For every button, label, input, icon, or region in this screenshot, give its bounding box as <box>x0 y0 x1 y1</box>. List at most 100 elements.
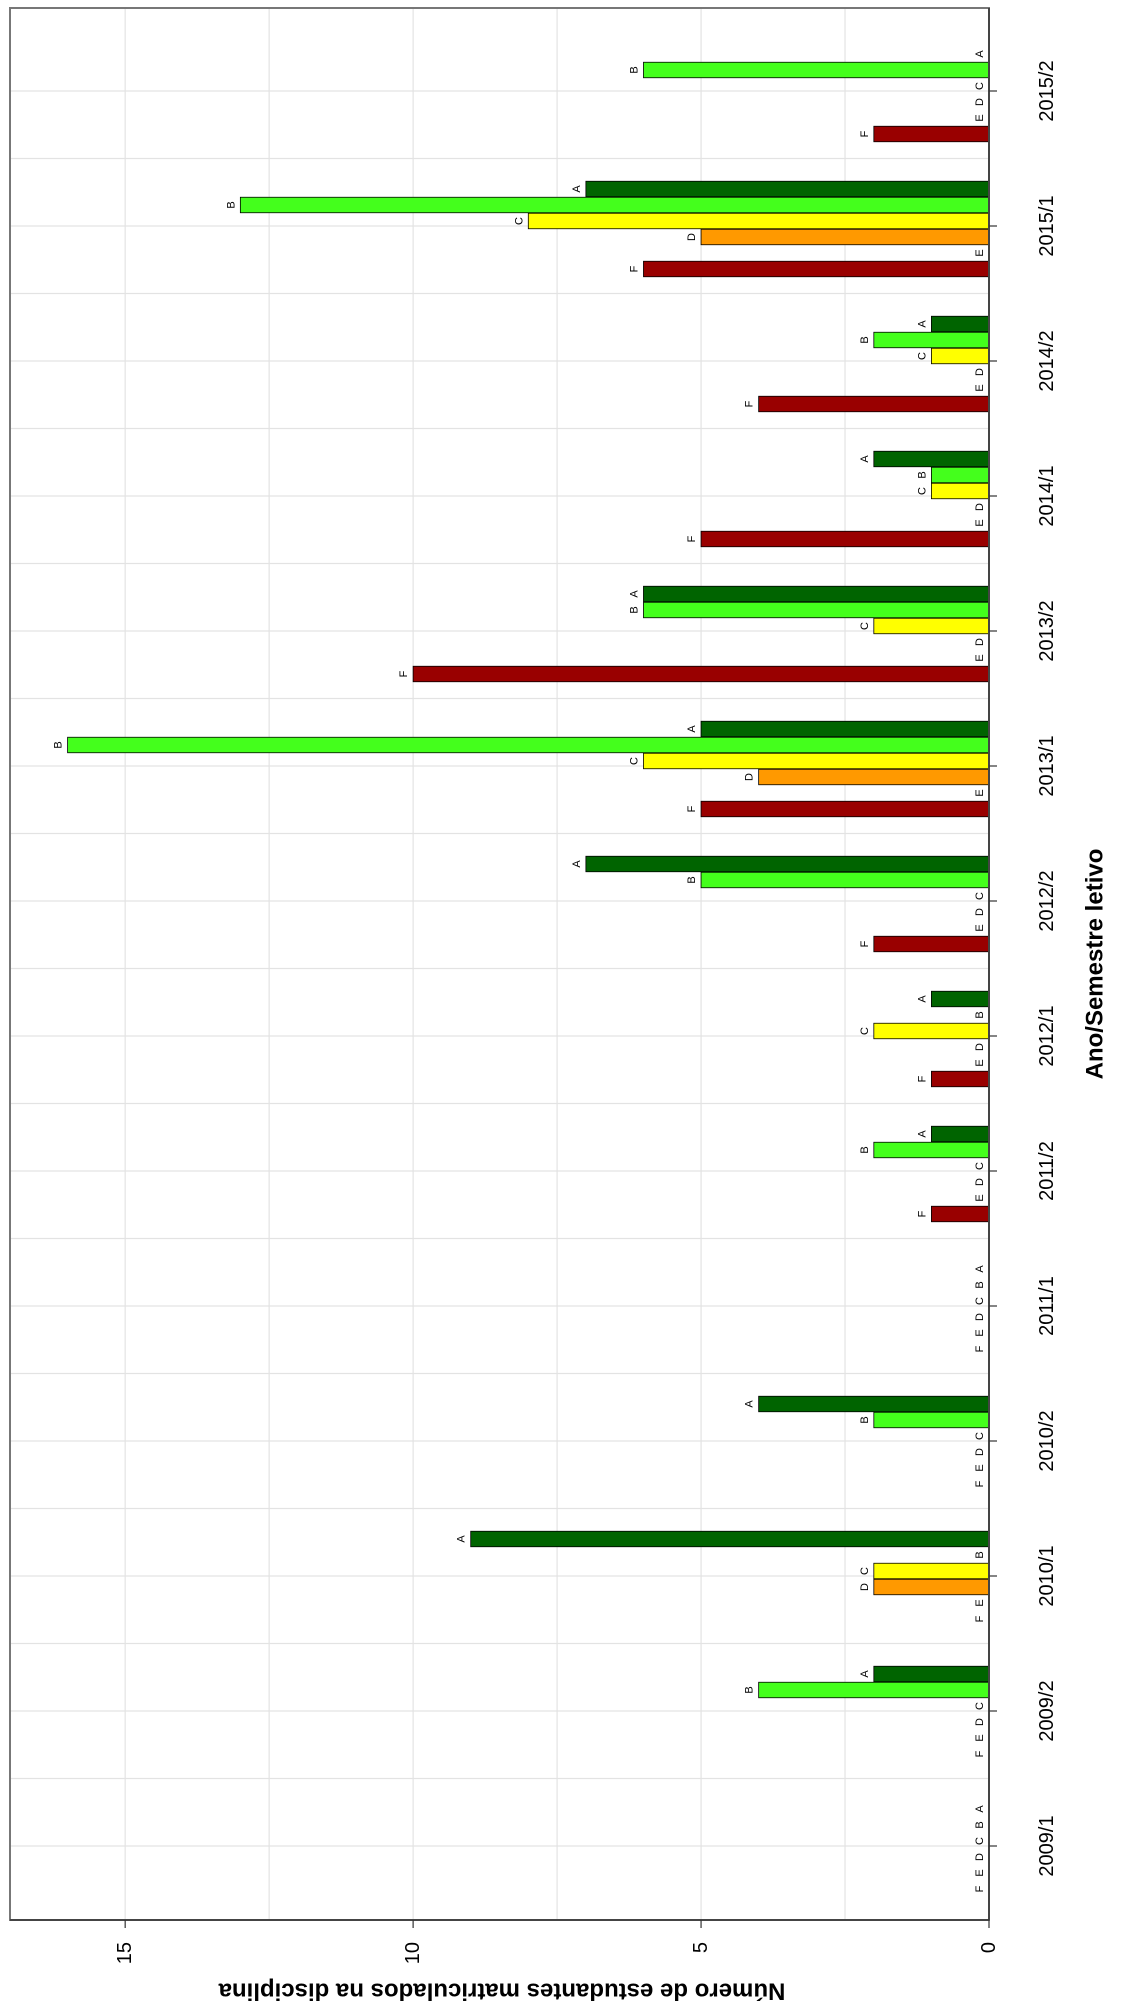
bar-label: F <box>628 265 640 272</box>
value-tick-label: 15 <box>114 1942 136 1964</box>
bar-label: B <box>859 1416 871 1423</box>
bar <box>643 585 990 603</box>
bar-label: A <box>916 1130 928 1138</box>
bar-label: E <box>974 924 986 931</box>
bar-label: F <box>974 1615 986 1622</box>
bar-label: E <box>974 789 986 796</box>
grid <box>10 8 990 1920</box>
bar-label: F <box>398 670 410 677</box>
bar-label: E <box>974 114 986 121</box>
bar-label: B <box>974 1821 986 1828</box>
bar-label: B <box>628 606 640 613</box>
bar-label: C <box>974 82 986 90</box>
bar-label: B <box>916 471 928 478</box>
category-tick-label: 2013/2 <box>1036 600 1058 661</box>
bar-label: C <box>974 892 986 900</box>
category-tick-label: 2011/2 <box>1036 1141 1058 1201</box>
bar-label: D <box>859 1583 871 1591</box>
bar-label: E <box>974 1464 986 1471</box>
bar-label: E <box>974 1059 986 1066</box>
bar-label: D <box>686 233 698 241</box>
bar-label: C <box>513 217 525 225</box>
bar-label: F <box>916 1210 928 1217</box>
bar-label: A <box>859 1670 871 1678</box>
bar-label: A <box>859 455 871 463</box>
bar <box>873 617 990 635</box>
bar-label: F <box>859 130 871 137</box>
category-tick-label: 2012/1 <box>1036 1005 1058 1066</box>
bar-label: F <box>974 1480 986 1487</box>
bar-label: F <box>686 535 698 542</box>
bar <box>700 800 990 818</box>
bar-label: C <box>974 1297 986 1305</box>
bar-label: D <box>974 503 986 511</box>
bar-label: C <box>916 487 928 495</box>
bar-label: B <box>859 1146 871 1153</box>
bar-label: F <box>916 1075 928 1082</box>
bar-label: E <box>974 1869 986 1876</box>
bar-label: C <box>859 1567 871 1575</box>
bar <box>700 720 990 738</box>
bar <box>873 1141 990 1159</box>
bar-label: C <box>974 1837 986 1845</box>
bar-label: E <box>974 1329 986 1336</box>
bar-label: A <box>686 725 698 733</box>
bar-label: E <box>974 249 986 256</box>
category-tick-label: 2013/1 <box>1036 735 1058 796</box>
bar-label: C <box>859 1027 871 1035</box>
bar-label: F <box>859 940 871 947</box>
bar <box>643 601 990 619</box>
bar-label: A <box>456 1535 468 1543</box>
bar-label: A <box>974 1265 986 1273</box>
bar-label: C <box>974 1702 986 1710</box>
bar <box>643 752 990 770</box>
bar-label: B <box>974 1011 986 1018</box>
bar <box>758 395 990 413</box>
bar <box>585 855 990 873</box>
value-tick-label: 0 <box>978 1942 1000 1953</box>
bar <box>758 1395 990 1413</box>
category-tick-label: 2015/2 <box>1036 60 1058 121</box>
bar <box>931 1125 990 1143</box>
plot-panel <box>10 8 989 1920</box>
bar <box>873 1562 990 1580</box>
bar-label: B <box>628 66 640 73</box>
bar-label: D <box>974 1043 986 1051</box>
bar-label: A <box>628 590 640 598</box>
bar-label: F <box>974 1345 986 1352</box>
bar <box>931 990 990 1008</box>
bar-label: D <box>974 1313 986 1321</box>
bar <box>700 530 990 548</box>
bar <box>585 180 990 198</box>
bar <box>931 482 990 500</box>
bar <box>758 1681 990 1699</box>
value-tick-label: 5 <box>690 1942 712 1953</box>
bar-label: E <box>974 654 986 661</box>
bar <box>873 450 990 468</box>
bar <box>873 935 990 953</box>
bar-label: D <box>974 98 986 106</box>
bar <box>412 665 990 683</box>
bar <box>931 347 990 365</box>
y-axis-label: Número de estudantes matriculados na dis… <box>218 1978 785 2005</box>
bars <box>67 61 990 1699</box>
bar-label: E <box>974 1194 986 1201</box>
category-tick-label: 2011/1 <box>1036 1276 1058 1336</box>
bar-label: D <box>744 773 756 781</box>
bar-label: C <box>916 352 928 360</box>
bar <box>873 1022 990 1040</box>
category-tick-label: 2009/1 <box>1036 1815 1058 1876</box>
category-tick-label: 2012/2 <box>1036 870 1058 931</box>
bar-label: B <box>744 1686 756 1693</box>
bar-label: C <box>974 1162 986 1170</box>
category-tick-label: 2014/2 <box>1036 330 1058 391</box>
bar-label: F <box>686 805 698 812</box>
bar <box>873 125 990 143</box>
bar-labels: ABCDEFABCDEFABCDEFABCDEFABCDEFABCDEFABCD… <box>53 50 986 1893</box>
bar-label: B <box>859 336 871 343</box>
bar-label: E <box>974 1599 986 1606</box>
axes: 2009/1 2009/2 2010/1 2010/2 2011/1 2011/2 2012… <box>10 8 1058 1964</box>
bar-label: C <box>628 757 640 765</box>
bar <box>931 1070 990 1088</box>
bar-label: B <box>686 876 698 883</box>
